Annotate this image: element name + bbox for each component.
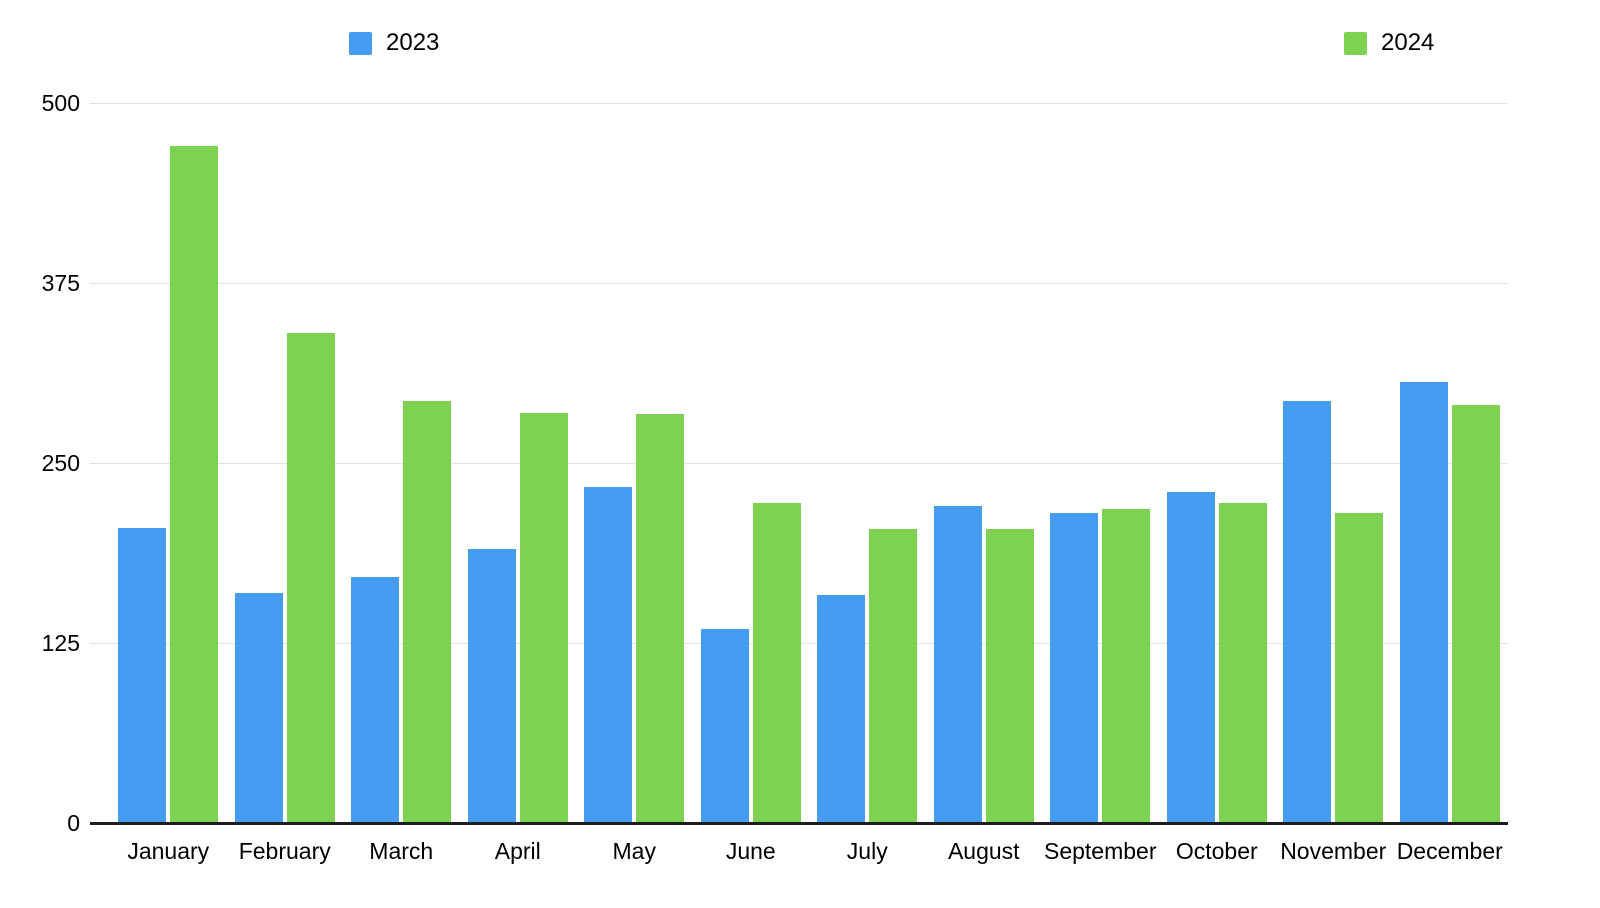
legend-label-2023: 2023 (386, 29, 440, 56)
legend-swatch-2024-icon (1344, 31, 1367, 55)
bar-2024-june[interactable] (752, 503, 801, 823)
x-tick-label-march: March (369, 838, 434, 864)
bar-2023-july[interactable] (817, 595, 866, 823)
gridline-375 (90, 283, 1508, 284)
x-tick-label-november: November (1280, 838, 1387, 864)
y-tick-label-125: 125 (41, 630, 80, 656)
legend-item-2023[interactable]: 2023 (349, 29, 439, 57)
bar-group-september (1042, 103, 1159, 823)
bar-2023-october[interactable] (1166, 491, 1215, 823)
y-tick-label-250: 250 (41, 450, 80, 476)
bar-groups (90, 103, 1508, 823)
bar-2023-march[interactable] (351, 576, 400, 823)
x-tick-label-december: December (1396, 838, 1503, 864)
bar-2024-august[interactable] (985, 529, 1034, 823)
bar-group-june (693, 103, 810, 823)
bar-2023-december[interactable] (1399, 382, 1448, 823)
x-tick-label-august: August (947, 838, 1020, 864)
bar-2024-december[interactable] (1451, 405, 1500, 823)
legend-swatch-2023-icon (349, 31, 372, 55)
bar-2024-april[interactable] (519, 412, 568, 823)
y-tick-label-500: 500 (41, 90, 80, 116)
bar-group-october (1159, 103, 1276, 823)
x-tick-label-september: September (1043, 838, 1157, 864)
x-tick-label-may: May (612, 838, 656, 864)
bar-group-may (576, 103, 693, 823)
bar-2023-april[interactable] (467, 549, 516, 823)
bar-2023-january[interactable] (118, 527, 167, 823)
x-tick-label-october: October (1175, 838, 1258, 864)
x-tick-label-july: July (846, 838, 888, 864)
plot-area (90, 103, 1508, 825)
bar-2024-october[interactable] (1218, 503, 1267, 823)
y-tick-label-0: 0 (67, 810, 80, 836)
bar-group-february (227, 103, 344, 823)
bar-group-march (343, 103, 460, 823)
bar-2023-may[interactable] (584, 487, 633, 823)
bar-2023-june[interactable] (700, 628, 749, 823)
x-tick-label-june: June (725, 838, 776, 864)
gridline-500 (90, 103, 1508, 104)
x-tick-label-january: January (127, 838, 210, 864)
bar-group-november (1275, 103, 1392, 823)
bar-2024-september[interactable] (1102, 509, 1151, 823)
bar-2024-february[interactable] (286, 333, 335, 823)
bar-2024-november[interactable] (1335, 513, 1384, 823)
legend-item-2024[interactable]: 2024 (1344, 29, 1434, 57)
y-tick-label-375: 375 (41, 270, 80, 296)
bar-group-december (1392, 103, 1509, 823)
bar-2024-march[interactable] (403, 401, 452, 823)
x-tick-label-february: February (238, 838, 331, 864)
bar-2024-may[interactable] (636, 414, 685, 823)
bar-2024-july[interactable] (869, 529, 918, 823)
x-axis-line (90, 822, 1508, 825)
bar-2023-february[interactable] (234, 592, 283, 823)
x-axis: January February March April May June July Augu… (90, 836, 1508, 866)
bar-group-april (460, 103, 577, 823)
bar-2024-january[interactable] (170, 146, 219, 823)
bar-group-august (926, 103, 1043, 823)
x-tick-label-april: April (494, 838, 541, 864)
bar-2023-september[interactable] (1050, 513, 1099, 823)
legend-label-2024: 2024 (1381, 29, 1435, 56)
bar-2023-august[interactable] (933, 506, 982, 823)
bar-group-january (110, 103, 227, 823)
bar-group-july (809, 103, 926, 823)
bar-2023-november[interactable] (1283, 401, 1332, 823)
gridline-250 (90, 463, 1508, 464)
